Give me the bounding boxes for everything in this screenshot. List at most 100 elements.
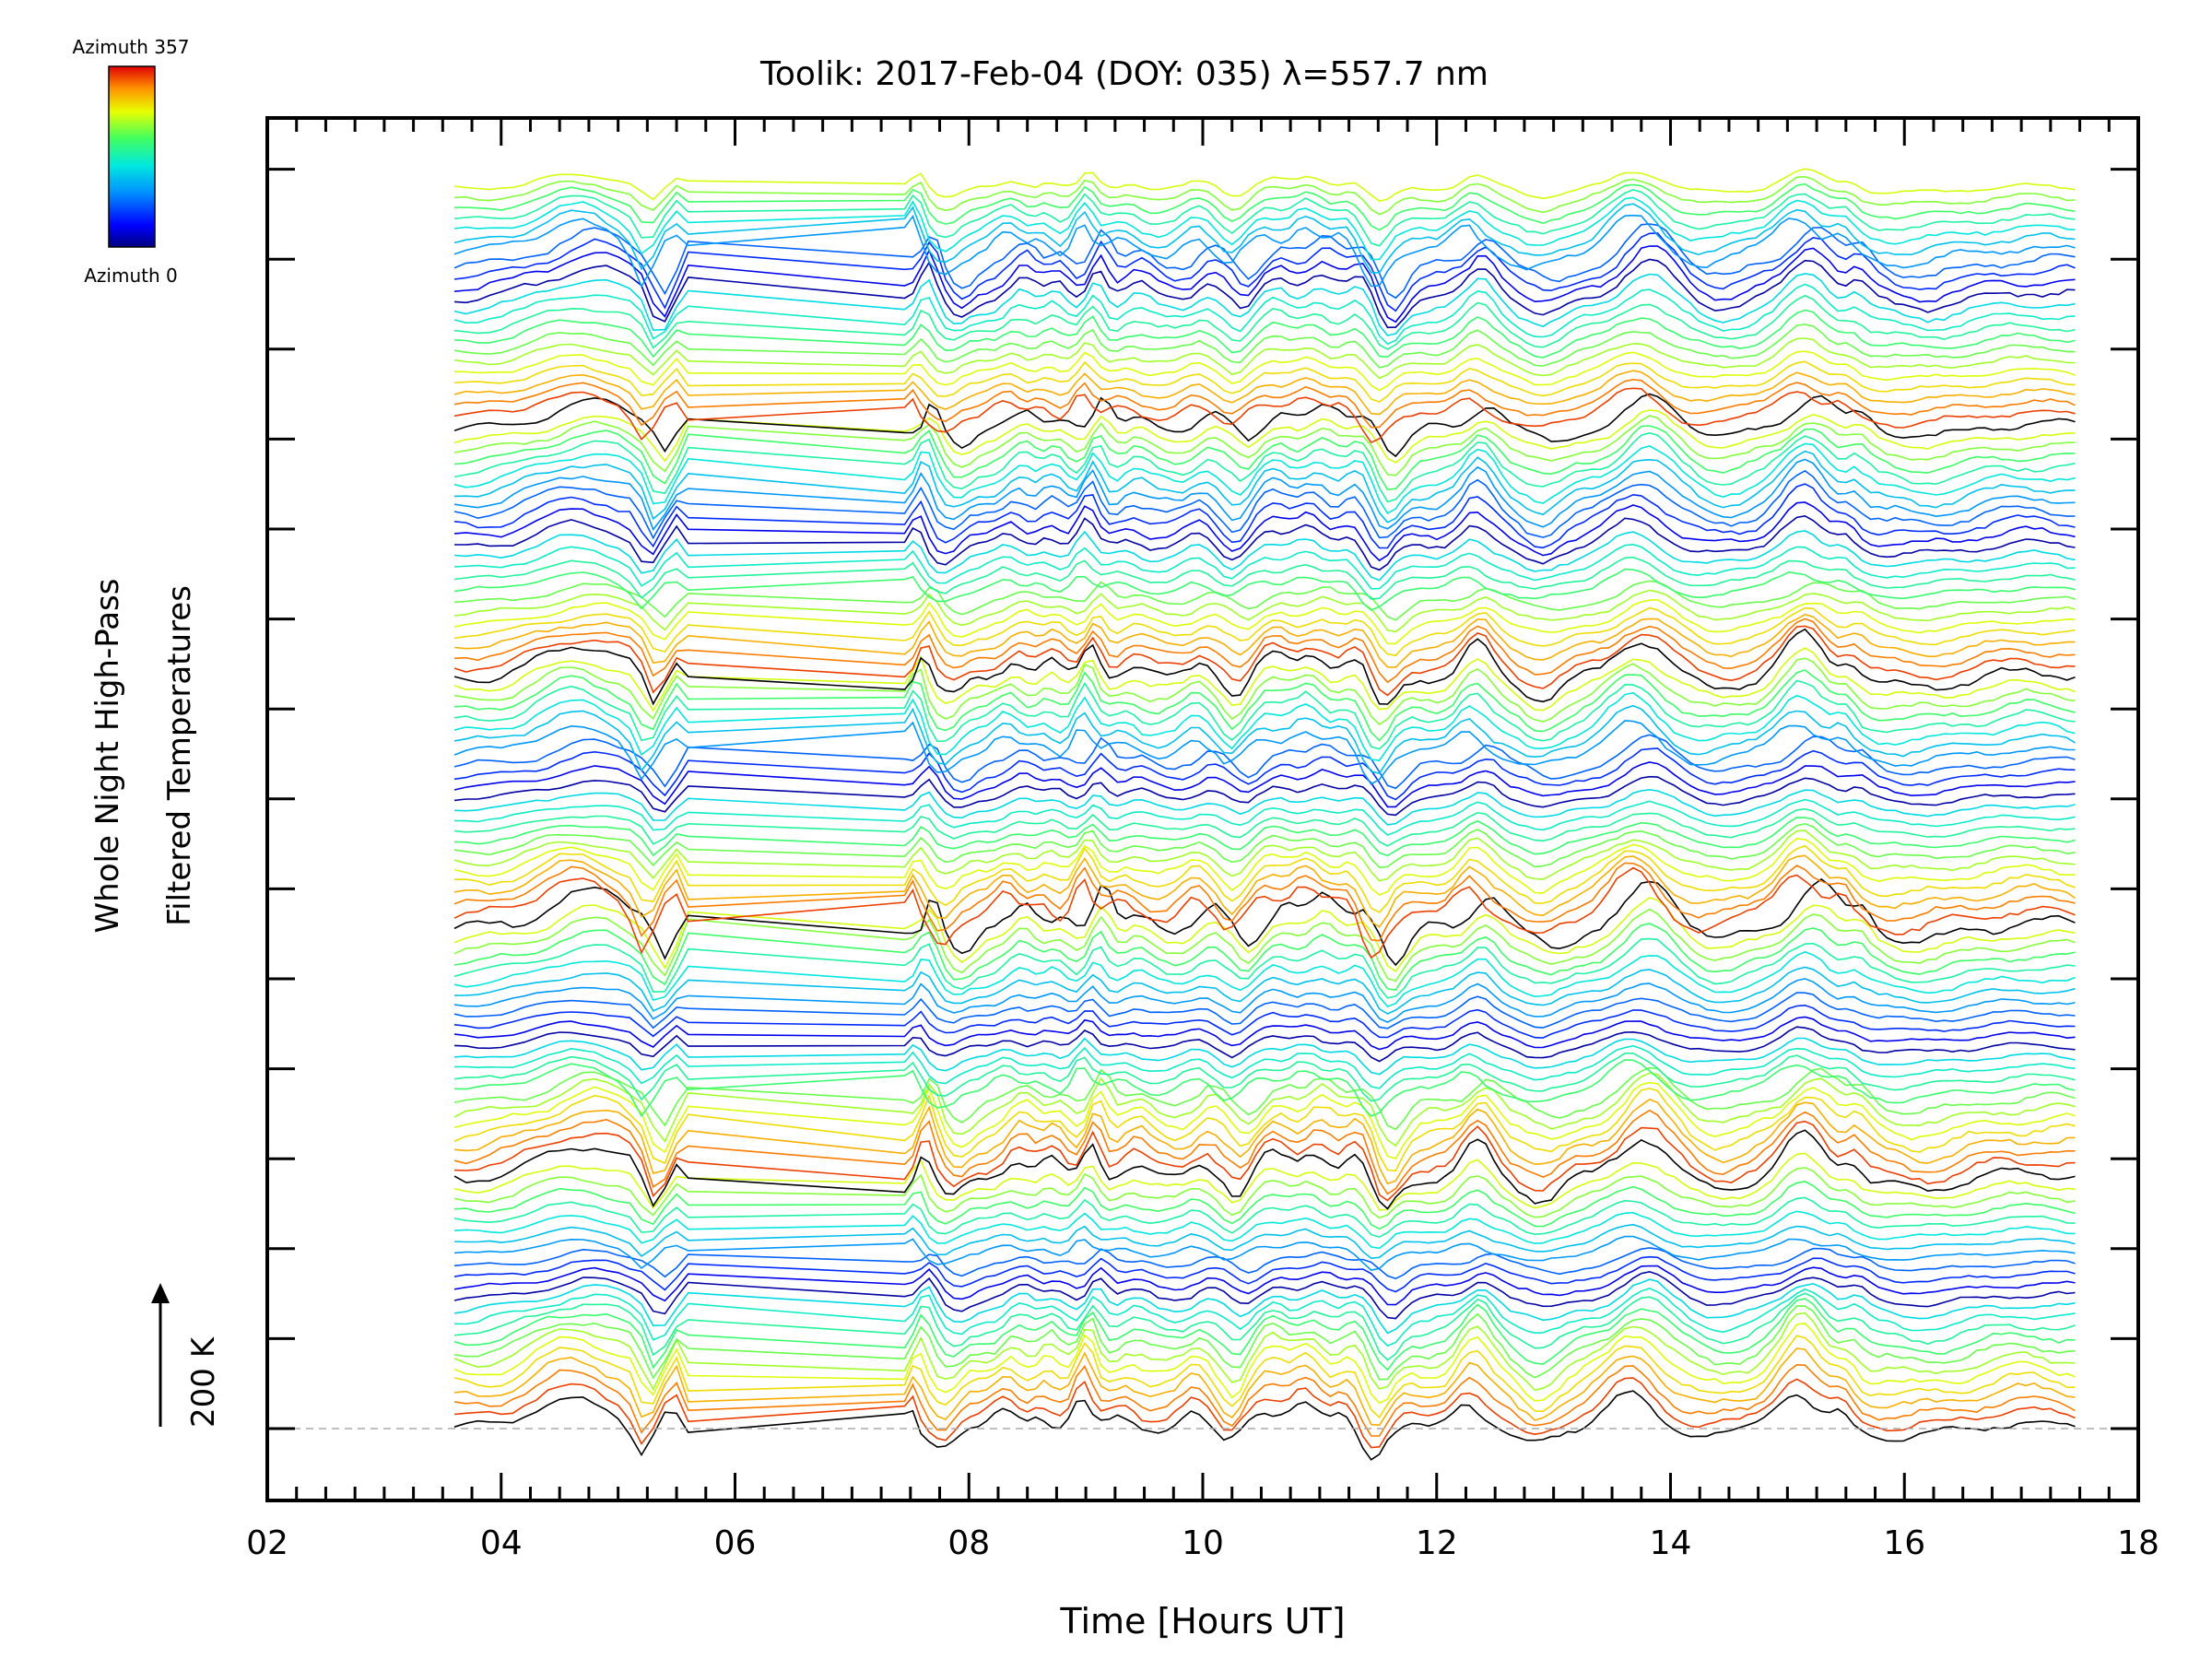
- temperature-trace: [453, 556, 2076, 600]
- temperature-trace: [453, 196, 2076, 261]
- temperature-trace: [453, 625, 2076, 697]
- temperature-trace: [453, 1305, 2076, 1381]
- temperature-trace: [453, 866, 2076, 959]
- temperature-trace: [453, 1181, 2076, 1230]
- temperature-trace: [453, 807, 2076, 847]
- temperature-trace: [453, 530, 2076, 582]
- temperature-trace: [453, 309, 2076, 359]
- temperature-trace: [453, 657, 2076, 726]
- temperature-trace: [453, 992, 2076, 1030]
- temperature-trace: [453, 817, 2076, 857]
- temperature-trace: [453, 1026, 2076, 1063]
- temperature-trace: [453, 294, 2076, 350]
- temperature-trace: [453, 1129, 2076, 1210]
- temperature-trace: [453, 923, 2076, 991]
- temperature-trace: [453, 966, 2076, 1015]
- chart-title: Toolik: 2017-Feb-04 (DOY: 035) λ=557.7 n…: [759, 55, 1488, 93]
- temperature-trace: [453, 425, 2076, 491]
- x-tick-label: 12: [1416, 1524, 1458, 1562]
- temperature-trace: [453, 1037, 2076, 1076]
- temperature-trace: [453, 232, 2076, 312]
- temperature-trace: [453, 501, 2076, 562]
- temperature-trace: [453, 647, 2076, 712]
- temperature-trace: [453, 1152, 2076, 1211]
- temperature-trace: [454, 1044, 2076, 1089]
- temperature-trace: [453, 189, 2076, 247]
- temperature-trace: [453, 1390, 2076, 1461]
- temperature-trace: [453, 1210, 2076, 1250]
- temperature-trace: [453, 978, 2076, 1023]
- temperature-trace: [453, 618, 2076, 684]
- temperature-trace: [453, 1265, 2076, 1306]
- temperature-trace: [453, 245, 2076, 324]
- temperature-trace: [453, 1247, 2076, 1280]
- x-tick-label: 10: [1182, 1524, 1224, 1562]
- temperature-trace: [453, 1016, 2076, 1051]
- temperature-trace: [453, 1323, 2076, 1405]
- temperature-trace: [453, 415, 2076, 477]
- y-axis-label-line1: Whole Night High-Pass: [89, 579, 126, 934]
- temperature-trace: [453, 1053, 2076, 1102]
- temperature-trace: [453, 1088, 2076, 1172]
- temperature-trace: [453, 580, 2076, 621]
- temperature-trace: [453, 589, 2076, 633]
- temperature-trace: [453, 679, 2076, 750]
- temperature-trace: [453, 1120, 2076, 1202]
- temperature-trace: [453, 258, 2076, 329]
- temperature-trace: [453, 1081, 2076, 1159]
- temperature-trace: [453, 691, 2076, 761]
- temperature-trace: [453, 442, 2076, 514]
- temperature-trace: [453, 897, 2076, 972]
- temperature-trace: [453, 1004, 2076, 1039]
- temperature-trace: [453, 775, 2076, 817]
- temperature-trace: [453, 1196, 2076, 1239]
- temperature-trace: [453, 761, 2076, 808]
- x-tick-label: 06: [714, 1524, 757, 1562]
- temperature-trace: [453, 1270, 2076, 1320]
- temperature-trace: [453, 543, 2076, 590]
- temperature-trace: [453, 1347, 2076, 1427]
- temperature-trace: [453, 837, 2076, 897]
- temperature-trace: [453, 283, 2076, 346]
- temperature-trace: [453, 175, 2076, 216]
- temperature-trace: [453, 393, 2076, 458]
- temperature-trace: [453, 273, 2076, 336]
- temperature-trace: [453, 1278, 2076, 1335]
- temperature-trace: [453, 1363, 2076, 1437]
- x-tick-label: 18: [2117, 1524, 2159, 1562]
- x-tick-label: 02: [246, 1524, 288, 1562]
- temperature-trace: [453, 798, 2076, 836]
- temperature-trace: [453, 1109, 2076, 1195]
- temperature-trace: [453, 613, 2076, 668]
- temperature-trace: [454, 514, 2076, 571]
- temperature-trace: [453, 409, 2076, 464]
- temperature-trace: [453, 950, 2076, 1008]
- x-tick-label: 16: [1883, 1524, 1925, 1562]
- x-tick-label: 14: [1650, 1524, 1692, 1562]
- colorbar-top-label: Azimuth 357: [73, 36, 190, 58]
- temperature-trace: [453, 830, 2076, 882]
- x-tick-label: 04: [480, 1524, 523, 1562]
- temperature-trace: [453, 598, 2076, 645]
- temperature-trace: [453, 378, 2076, 429]
- temperature-trace: [453, 469, 2076, 540]
- temperature-trace: [453, 628, 2076, 706]
- temperature-trace: [453, 606, 2076, 657]
- temperature-trace: [453, 788, 2076, 826]
- temperature-trace: [453, 908, 2076, 982]
- temperature-trace: [453, 720, 2076, 785]
- temperature-trace: [453, 337, 2076, 380]
- temperature-trace: [453, 360, 2076, 403]
- temperature-trace: [453, 370, 2076, 416]
- temperature-trace: [453, 734, 2076, 790]
- temperature-trace: [453, 1098, 2076, 1185]
- temperature-trace: [453, 350, 2076, 392]
- x-axis-label: Time [Hours UT]: [1059, 1601, 1345, 1641]
- temperature-trace: [453, 168, 2076, 202]
- scale-bar-label: 200 K: [185, 1335, 222, 1428]
- temperature-trace: [453, 937, 2076, 999]
- temperature-trace: [453, 1072, 2076, 1147]
- temperature-trace: [453, 1223, 2076, 1260]
- temperature-trace: [453, 822, 2076, 869]
